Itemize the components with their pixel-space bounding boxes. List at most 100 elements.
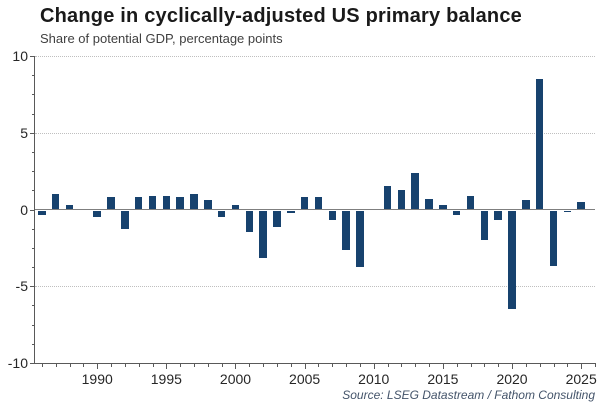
x-axis-tick: [373, 364, 375, 369]
y-axis-label: 5: [20, 124, 28, 141]
bar-2015: [439, 204, 447, 210]
x-axis-tick: [484, 364, 486, 367]
x-axis-tick: [359, 364, 361, 367]
y-axis-tick: [32, 94, 35, 96]
x-axis-tick: [401, 364, 403, 367]
x-axis-tick: [415, 364, 417, 367]
x-axis-tick: [318, 364, 320, 367]
y-axis-tick: [32, 228, 35, 230]
x-axis-line: [34, 363, 596, 364]
bar-2006: [314, 197, 323, 210]
bar-1999: [217, 210, 226, 217]
y-axis-tick: [32, 75, 35, 77]
x-axis-tick: [111, 364, 113, 367]
bar-1993: [134, 197, 143, 210]
x-axis-tick: [525, 364, 527, 367]
bar-2018: [480, 210, 489, 240]
y-axis-tick: [30, 132, 35, 134]
x-axis-tick: [41, 364, 43, 367]
bar-1992: [121, 210, 129, 229]
bar-1990: [93, 210, 101, 217]
y-axis-tick: [32, 324, 35, 326]
x-axis-tick: [207, 364, 209, 367]
x-axis-tick: [152, 364, 154, 367]
bar-1986: [38, 210, 46, 216]
bar-1996: [176, 197, 184, 210]
x-axis-tick: [498, 364, 500, 367]
x-axis-tick: [138, 364, 140, 367]
y-axis-tick: [32, 190, 35, 192]
bar-2024: [563, 210, 572, 213]
bar-2004: [287, 210, 295, 213]
bar-2007: [328, 210, 337, 221]
x-axis-tick: [166, 364, 168, 369]
bar-2016: [452, 210, 461, 216]
y-axis-tick: [32, 305, 35, 307]
bar-2023: [549, 210, 558, 266]
bar-2005: [300, 197, 309, 210]
x-axis-label: 1995: [150, 371, 182, 387]
x-axis-tick: [304, 364, 306, 369]
bar-1988: [65, 204, 74, 210]
x-axis-tick: [97, 364, 99, 369]
x-axis-tick: [55, 364, 57, 367]
gridline-10: [35, 56, 595, 57]
x-axis-tick: [332, 364, 334, 367]
bar-1997: [190, 194, 198, 210]
gridline--5: [35, 286, 595, 288]
x-axis-tick: [69, 364, 71, 367]
y-axis-label: -10: [7, 355, 28, 371]
bar-1987: [51, 194, 60, 210]
bar-2019: [494, 210, 502, 220]
bar-2014: [425, 198, 433, 210]
y-axis-tick: [32, 151, 35, 153]
source-note: Source: LSEG Datastream / Fathom Consult…: [342, 388, 595, 402]
bar-1991: [107, 197, 115, 210]
bar-2011: [383, 186, 392, 210]
bar-2013: [411, 172, 419, 210]
x-axis-tick: [263, 364, 265, 367]
bar-1998: [204, 200, 212, 210]
zero-line: [35, 209, 595, 210]
x-axis-tick: [581, 364, 583, 369]
bar-2017: [466, 195, 475, 210]
x-axis-tick: [235, 364, 237, 369]
x-axis-label: 2020: [496, 371, 528, 387]
y-axis-label: 10: [12, 48, 28, 64]
y-axis-tick: [32, 171, 35, 173]
x-axis-tick: [290, 364, 292, 367]
x-axis-label: 2010: [358, 371, 390, 387]
y-axis-tick: [32, 247, 35, 249]
bar-2000: [231, 204, 240, 210]
x-axis-tick: [387, 364, 389, 367]
x-axis-tick: [124, 364, 126, 367]
bar-2022: [535, 79, 544, 210]
bar-2002: [259, 210, 267, 259]
gridline-5: [35, 132, 595, 134]
x-axis-label: 2025: [565, 371, 597, 387]
x-axis-tick: [595, 364, 596, 367]
x-axis-tick: [470, 364, 472, 367]
y-axis-tick: [30, 286, 35, 288]
x-axis-tick: [276, 364, 278, 367]
chart-subtitle: Share of potential GDP, percentage point…: [40, 31, 283, 46]
plot-area: 10 5 0 -5 -10 1990 1995 2000 2005 2010 2015 2020 202…: [8, 48, 597, 387]
bar-2025: [577, 201, 585, 210]
x-axis-tick: [180, 364, 182, 367]
y-axis-tick: [30, 56, 35, 57]
x-axis-tick: [553, 364, 555, 367]
y-axis-tick: [32, 343, 35, 345]
bar-2008: [342, 210, 350, 251]
x-axis-tick: [567, 364, 569, 367]
x-axis-tick: [194, 364, 195, 367]
x-axis-tick: [249, 364, 251, 367]
x-axis-label: 2015: [427, 371, 459, 387]
y-axis-tick: [32, 113, 35, 115]
x-axis-tick: [512, 364, 514, 369]
x-axis-tick: [539, 364, 541, 367]
x-axis-label: 2005: [289, 371, 321, 387]
chart-title: Change in cyclically-adjusted US primary…: [40, 5, 522, 27]
x-axis-tick: [442, 364, 444, 369]
y-axis-tick: [30, 209, 35, 211]
